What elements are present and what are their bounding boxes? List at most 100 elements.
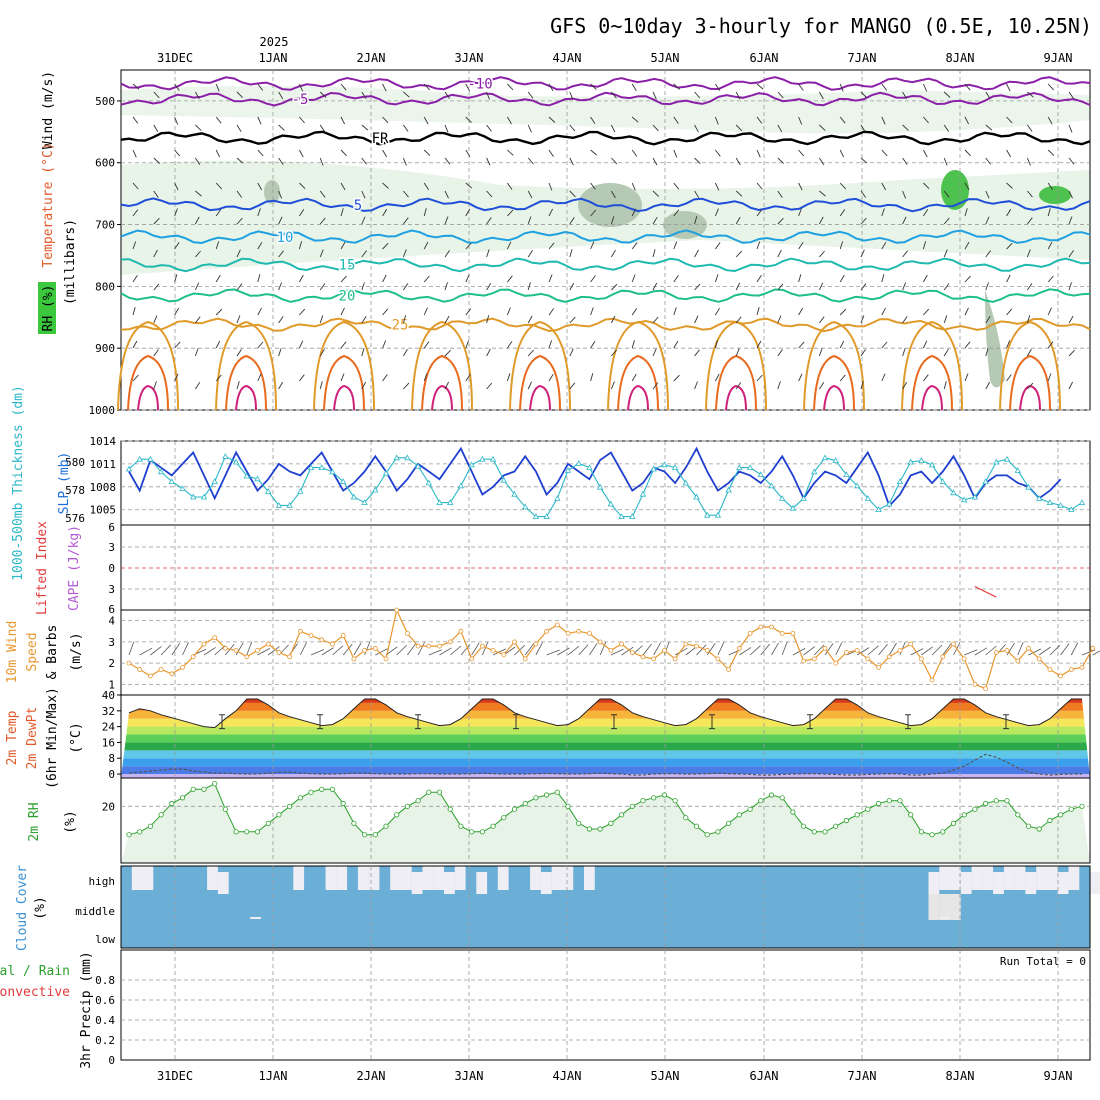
wind-barb <box>694 315 699 324</box>
thickness-point <box>468 461 475 468</box>
wind-speed-point <box>865 656 871 662</box>
wind-barb <box>507 116 512 125</box>
wind-barb <box>527 349 534 357</box>
surface-wind-barb <box>139 647 153 656</box>
cloud-gap-high <box>982 866 994 890</box>
wind-barb <box>299 374 305 382</box>
wind-barb <box>382 149 387 158</box>
wind-barb <box>278 381 284 390</box>
date-bottom-5JAN: 5JAN <box>651 1069 680 1083</box>
precip-ytick: 0.8 <box>95 974 115 987</box>
contour-line-FR <box>120 130 1091 146</box>
wind-speed-point <box>362 648 368 653</box>
thickness-point <box>382 469 390 476</box>
wind-ylabel-2: Speed <box>25 632 40 671</box>
rh-point <box>961 812 967 818</box>
wind-barb <box>860 190 867 198</box>
contour-loop-25 <box>313 320 375 411</box>
wind-barb <box>860 124 866 133</box>
wind-barb <box>798 373 803 382</box>
wind-barb <box>236 217 243 225</box>
contour-loop-30 <box>225 354 267 411</box>
wind-barb <box>1068 315 1074 324</box>
wind-speed-point <box>1015 658 1021 664</box>
wind-barb <box>527 91 534 99</box>
rh-ylabel: 2m RH <box>27 802 42 841</box>
wind-barb <box>1068 157 1075 165</box>
wind-barb <box>631 149 638 157</box>
surface-wind-barb <box>1017 641 1024 656</box>
rh-shade-dark-3 <box>264 180 280 204</box>
rh-point <box>351 820 357 826</box>
wind-speed-point <box>169 671 175 677</box>
wind-barb <box>236 91 244 99</box>
contour-loop-30 <box>421 354 463 411</box>
rh-point <box>940 829 946 835</box>
surface-wind-barb <box>706 643 716 656</box>
rh-point <box>640 798 646 804</box>
thickness-point <box>682 479 689 486</box>
thickness-point <box>200 493 208 500</box>
wind-barb <box>361 157 367 165</box>
wind-barb <box>1027 124 1033 132</box>
wind-barb <box>610 381 615 390</box>
wind-barb <box>1068 282 1072 291</box>
wind-barb <box>236 381 240 390</box>
wind-speed-point <box>736 645 742 651</box>
thickness-point <box>864 495 872 501</box>
wind-barb <box>985 348 989 357</box>
wind-barb <box>548 340 553 349</box>
wind-speed-point <box>222 645 228 651</box>
surface-wind-barb <box>128 641 135 656</box>
wind-barb <box>382 242 389 250</box>
wind-barb <box>444 349 451 357</box>
wind-ylabel-1: 10m Wind <box>5 621 20 684</box>
wind-barb <box>652 316 659 324</box>
contour-loop-30 <box>127 354 169 411</box>
contour-label-FR: FR <box>372 131 389 147</box>
wind-barb <box>402 315 407 324</box>
thickness-point <box>436 499 443 505</box>
wind-barb <box>590 83 597 90</box>
surface-wind-barb <box>492 648 506 656</box>
thickness-point <box>586 464 593 470</box>
wind-barb <box>340 83 347 91</box>
thickness-point <box>125 465 133 472</box>
wind-speed-point <box>158 667 164 672</box>
wind-barb <box>611 190 616 199</box>
wind-barb <box>257 307 262 316</box>
wind-barb <box>132 307 136 316</box>
date-bottom-8JAN: 8JAN <box>946 1069 975 1083</box>
thickness-point <box>254 475 261 482</box>
rh-point <box>222 806 228 812</box>
thickness-point <box>671 464 679 470</box>
wind-barb <box>652 282 658 291</box>
wind-barb <box>132 241 137 250</box>
wind-barb <box>714 340 718 349</box>
wind-speed-point <box>319 637 325 643</box>
wind-speed-point <box>554 622 560 628</box>
wind-barb <box>195 216 200 225</box>
wind-barb <box>902 381 908 390</box>
wind-barb <box>860 381 864 390</box>
surface-wind-barb <box>696 644 707 656</box>
wind-barb <box>215 149 221 158</box>
cloud-gap-low <box>939 917 951 919</box>
wind-barb <box>610 216 615 225</box>
surface-wind-barb <box>717 642 725 656</box>
wind-barb <box>236 124 242 133</box>
wind-barb <box>714 274 719 283</box>
wind-barb <box>569 91 574 100</box>
date-top-3JAN: 3JAN <box>455 51 484 65</box>
surface-wind-barb <box>1028 648 1042 656</box>
contour-line-10 <box>120 229 1091 245</box>
wind-barb <box>257 182 263 191</box>
temp-ylabel-2: 2m DewPt <box>25 707 40 770</box>
thickness-point <box>136 455 143 462</box>
surface-wind-barb <box>760 643 770 656</box>
thickness-point <box>393 454 400 461</box>
rh-point <box>758 798 764 804</box>
wind-barb <box>486 249 490 258</box>
cloud-gap-high <box>1014 866 1026 890</box>
